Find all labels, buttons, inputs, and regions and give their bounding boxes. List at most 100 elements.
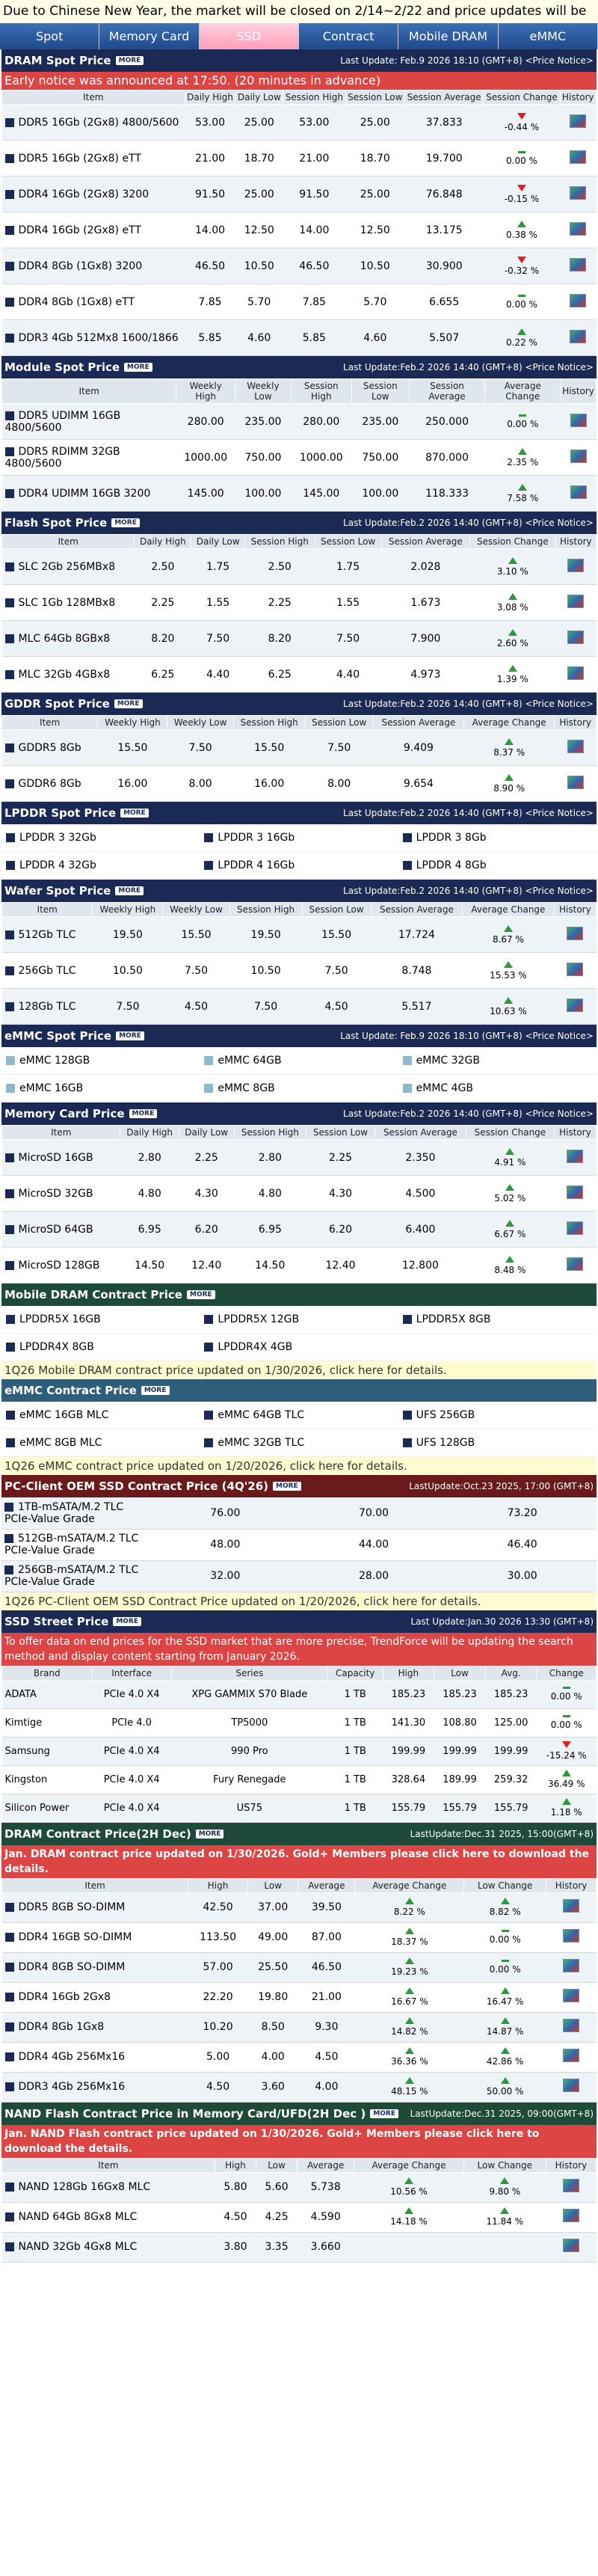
table-row[interactable]: MicroSD 64GB 6.95 6.20 6.95 6.20 6.400 6.67 % [1,1211,597,1248]
more-button[interactable]: MORE [115,886,144,895]
grid-item[interactable]: LPDDR5X 8GB [398,1306,597,1334]
history-chart-icon[interactable] [563,2049,580,2062]
item-name[interactable]: MicroSD 128GB [18,1259,100,1272]
more-button[interactable]: MORE [115,56,144,65]
table-row[interactable]: MicroSD 32GB 4.80 4.30 4.80 4.30 4.500 5.02 % [1,1175,597,1212]
grid-item[interactable]: LPDDR4X 4GB [200,1334,398,1361]
item-name[interactable]: SLC 2Gb 256MBx8 [18,560,116,573]
history-chart-icon[interactable] [567,926,584,940]
item-name[interactable]: DDR4 16Gb (2Gx8) eTT [18,224,141,236]
item-name[interactable]: 256Gb TLC [18,964,76,977]
more-button[interactable]: MORE [120,809,149,818]
item-name[interactable]: GDDR6 8Gb [18,777,81,790]
history-chart-icon[interactable] [567,594,585,608]
item-name[interactable]: MicroSD 32GB [18,1187,93,1200]
more-button[interactable]: MORE [141,1386,170,1395]
more-button[interactable]: MORE [113,1616,142,1626]
history-chart-icon[interactable] [567,998,584,1012]
history-chart-icon[interactable] [567,1257,584,1271]
grid-item[interactable]: eMMC 32GB TLC [200,1429,398,1457]
history-chart-icon[interactable] [570,221,587,236]
table-row[interactable]: DDR4 8Gb 1Gx8 10.20 8.50 9.30 14.82 % 14.87 % [1,2012,597,2043]
grid-item[interactable]: eMMC 16GB MLC [1,1402,200,1429]
table-row[interactable]: MLC 32Gb 4GBx8 6.25 4.40 6.25 4.40 4.973 1.39 … [1,656,597,693]
nav-tab-emmc[interactable]: eMMC [498,23,598,49]
history-chart-icon[interactable] [567,962,584,976]
grid-item[interactable]: LPDDR 4 16Gb [200,852,398,880]
more-button[interactable]: MORE [273,1482,301,1491]
item-name[interactable]: DDR4 8Gb (1Gx8) eTT [18,295,135,308]
item-name[interactable]: DDR5 UDIMM 16GB 4800/5600 [4,409,121,434]
table-row[interactable]: SLC 2Gb 256MBx8 2.50 1.75 2.50 1.75 2.028 3.10… [1,548,597,585]
item-name[interactable]: 128Gb TLC [18,1000,76,1013]
history-chart-icon[interactable] [567,1149,584,1163]
history-chart-icon[interactable] [570,185,587,200]
grid-item[interactable]: eMMC 8GB MLC [1,1429,200,1457]
nav-tab-ssd[interactable]: SSD [199,23,299,49]
table-row[interactable]: DDR5 RDIMM 32GB 4800/5600 1000.00 750.00 10… [1,439,597,476]
item-name[interactable]: SLC 1Gb 128MBx8 [18,596,116,609]
table-row[interactable]: DDR3 4Gb 512Mx8 1600/1866 5.85 4.60 5.85 4.6… [1,319,597,356]
grid-item[interactable]: eMMC 8GB [200,1075,398,1103]
more-button[interactable]: MORE [124,363,152,372]
history-chart-icon[interactable] [563,1959,580,1972]
more-button[interactable]: MORE [186,1290,215,1299]
grid-item[interactable]: eMMC 128GB [1,1047,200,1075]
history-chart-icon[interactable] [567,558,585,572]
nav-tab-mobile-dram[interactable]: Mobile DRAM [398,23,499,49]
history-chart-icon[interactable] [570,257,587,272]
grid-item[interactable]: LPDDR5X 16GB [1,1306,200,1334]
history-chart-icon[interactable] [563,2019,580,2032]
table-row[interactable]: MicroSD 128GB 14.50 12.40 14.50 12.40 12.800 8… [1,1247,597,1284]
table-row[interactable]: NAND 32Gb 4Gx8 MLC 3.80 3.35 3.660 [1,2232,597,2263]
table-row[interactable]: NAND 128Gb 16Gx8 MLC 5.80 5.60 5.738 10.56 %… [1,2172,597,2203]
table-row[interactable]: DDR4 16Gb (2Gx8) eTT 14.00 12.50 14.00 12.50… [1,212,597,248]
grid-item[interactable]: LPDDR 4 8Gb [398,852,597,880]
table-row[interactable]: ADATA PCIe 4.0 X4 XPG GAMMIX S70 Blade 1 TB… [1,1680,597,1709]
dram-contract-notice[interactable]: Jan. DRAM contract price updated on 1/30… [1,1844,597,1878]
more-button[interactable]: MORE [195,1829,224,1839]
item-name[interactable]: DDR4 8Gb (1Gx8) 3200 [18,260,143,272]
more-button[interactable]: MORE [111,518,140,527]
history-chart-icon[interactable] [562,2209,579,2222]
history-chart-icon[interactable] [563,2079,580,2092]
table-row[interactable]: DDR5 UDIMM 16GB 4800/5600 280.00 235.00 280… [1,403,597,440]
grid-item[interactable]: LPDDR 4 32Gb [1,852,200,880]
grid-item[interactable]: eMMC 32GB [398,1047,597,1075]
more-button[interactable]: MORE [129,1109,158,1118]
grid-item[interactable]: eMMC 16GB [1,1075,200,1103]
item-name[interactable]: DDR3 4Gb 512Mx8 1600/1866 [18,331,179,344]
history-chart-icon[interactable] [567,739,584,753]
item-name[interactable]: DDR4 UDIMM 16GB 3200 [18,487,151,500]
item-name[interactable]: GDDR5 8Gb [18,741,81,754]
table-row[interactable]: DDR3 4Gb 256Mx16 4.50 3.60 4.00 48.15 % 50.00… [1,2072,597,2103]
table-row[interactable]: GDDR5 8Gb 15.50 7.50 15.50 7.50 9.409 8.37 % [1,729,597,766]
history-chart-icon[interactable] [563,1989,580,2002]
table-row[interactable]: MicroSD 16GB 2.80 2.25 2.80 2.25 2.350 4.91 % [1,1139,597,1176]
grid-item[interactable]: eMMC 64GB TLC [200,1402,398,1429]
mobile-contract-note[interactable]: 1Q26 Mobile DRAM contract price updated … [1,1361,597,1379]
grid-item[interactable]: LPDDR 3 32Gb [1,824,200,852]
history-chart-icon[interactable] [562,2179,579,2192]
item-name[interactable]: MLC 64Gb 8GBx8 [18,632,111,645]
table-row[interactable]: DDR4 8GB SO-DIMM 57.00 25.50 46.50 19.23 % 0.… [1,1952,597,1983]
table-row[interactable]: NAND 64Gb 8Gx8 MLC 4.50 4.25 4.590 14.18 % 11… [1,2202,597,2233]
nand-contract-notice[interactable]: Jan. NAND Flash contract price updated o… [1,2124,597,2158]
history-chart-icon[interactable] [570,413,587,427]
table-row[interactable]: DDR5 8GB SO-DIMM 42.50 37.00 39.50 8.22 % 8.8… [1,1892,597,1923]
table-row[interactable]: Samsung PCIe 4.0 X4 990 Pro 1 TB 199.99 199.9… [1,1737,597,1766]
table-row[interactable]: DDR4 16Gb (2Gx8) 3200 91.50 25.00 91.50 25.0… [1,176,597,212]
history-chart-icon[interactable] [563,1929,580,1942]
grid-item[interactable]: UFS 128GB [398,1429,597,1457]
history-chart-icon[interactable] [562,2239,579,2252]
table-row[interactable]: 256Gb TLC 10.50 7.50 10.50 7.50 8.748 15.53 % [1,952,597,989]
history-chart-icon[interactable] [570,485,587,499]
table-row[interactable]: Kingston PCIe 4.0 X4 Fury Renegade 1 TB 328.… [1,1765,597,1794]
item-name[interactable]: 512Gb TLC [18,928,76,941]
item-name[interactable]: MicroSD 16GB [18,1151,93,1164]
nav-tab-memory-card[interactable]: Memory Card [99,23,200,49]
item-name[interactable]: DDR4 16Gb (2Gx8) 3200 [18,188,150,200]
history-chart-icon[interactable] [567,666,585,680]
table-row[interactable]: 512Gb TLC 19.50 15.50 19.50 15.50 17.724 8.67 … [1,916,597,953]
grid-item[interactable]: LPDDR 3 16Gb [200,824,398,852]
